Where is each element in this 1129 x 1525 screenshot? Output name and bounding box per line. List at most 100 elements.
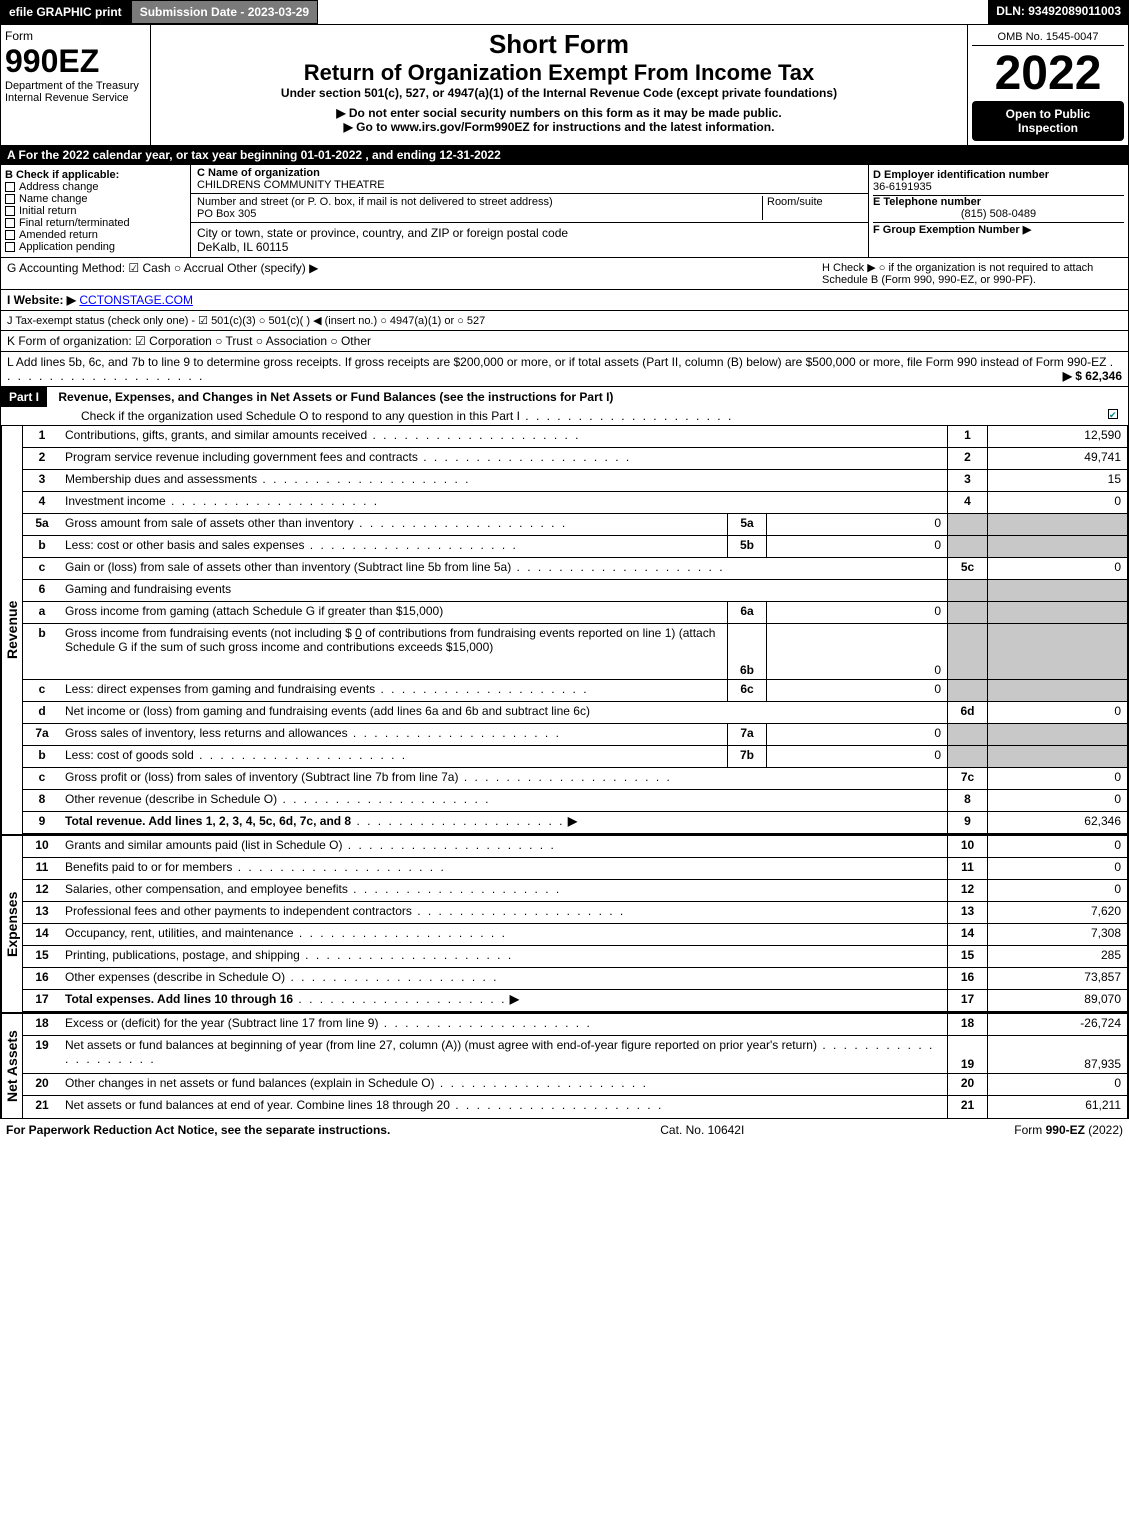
- part-i-label: Part I: [1, 387, 47, 407]
- line-g-h: G Accounting Method: ☑ Cash ○ Accrual Ot…: [0, 258, 1129, 290]
- line-6-valcol: [987, 580, 1127, 601]
- line-11: 11Benefits paid to or for members 110: [22, 858, 1128, 880]
- street-label: Number and street (or P. O. box, if mail…: [197, 196, 762, 208]
- line-13-val: 7,620: [987, 902, 1127, 923]
- line-5b-desc: Less: cost or other basis and sales expe…: [61, 536, 727, 557]
- net-assets-body: 18Excess or (deficit) for the year (Subt…: [22, 1014, 1128, 1118]
- page-footer: For Paperwork Reduction Act Notice, see …: [0, 1119, 1129, 1141]
- line-17-num: 17: [947, 990, 987, 1011]
- line-6b-contrib-amt: 0: [355, 626, 362, 640]
- line-6-desc: Gaming and fundraising events: [61, 580, 947, 601]
- expenses-body: 10Grants and similar amounts paid (list …: [22, 836, 1128, 1012]
- submission-date-button[interactable]: Submission Date - 2023-03-29: [131, 0, 318, 24]
- check-name-change[interactable]: Name change: [5, 193, 186, 205]
- info-grid: B Check if applicable: Address change Na…: [0, 165, 1129, 258]
- line-10-num: 10: [947, 836, 987, 857]
- line-12-val: 0: [987, 880, 1127, 901]
- line-6a: a Gross income from gaming (attach Sched…: [22, 602, 1128, 624]
- line-11-desc: Benefits paid to or for members: [61, 858, 947, 879]
- top-bar: efile GRAPHIC print Submission Date - 20…: [0, 0, 1129, 24]
- line-h-schedule-b: H Check ▶ ○ if the organization is not r…: [822, 261, 1122, 286]
- line-4-val: 0: [987, 492, 1127, 513]
- check-amended-return[interactable]: Amended return: [5, 229, 186, 241]
- header-center: Short Form Return of Organization Exempt…: [151, 25, 968, 145]
- line-14-val: 7,308: [987, 924, 1127, 945]
- line-6d: d Net income or (loss) from gaming and f…: [22, 702, 1128, 724]
- line-16-desc: Other expenses (describe in Schedule O): [61, 968, 947, 989]
- line-5b-numcol: [947, 536, 987, 557]
- line-15-val: 285: [987, 946, 1127, 967]
- website-link[interactable]: CCTONSTAGE.COM: [79, 293, 193, 307]
- line-6c-subval: 0: [767, 680, 947, 701]
- box-def: D Employer identification number 36-6191…: [868, 165, 1128, 257]
- line-13: 13Professional fees and other payments t…: [22, 902, 1128, 924]
- line-6a-subval: 0: [767, 602, 947, 623]
- line-19: 19Net assets or fund balances at beginni…: [22, 1036, 1128, 1074]
- subtitle: Under section 501(c), 527, or 4947(a)(1)…: [155, 86, 963, 100]
- box-c: C Name of organization CHILDRENS COMMUNI…: [191, 165, 868, 257]
- line-4-desc: Investment income: [61, 492, 947, 513]
- part-i-check-row: Check if the organization used Schedule …: [1, 407, 1128, 425]
- line-11-num: 11: [947, 858, 987, 879]
- check-application-pending[interactable]: Application pending: [5, 241, 186, 253]
- line-6c-numcol: [947, 680, 987, 701]
- line-5a-valcol: [987, 514, 1127, 535]
- line-14-num: 14: [947, 924, 987, 945]
- line-9: 9 Total revenue. Add lines 1, 2, 3, 4, 5…: [22, 812, 1128, 834]
- line-7c-val: 0: [987, 768, 1127, 789]
- accounting-method: G Accounting Method: ☑ Cash ○ Accrual Ot…: [7, 261, 822, 286]
- line-1: 1 Contributions, gifts, grants, and simi…: [22, 426, 1128, 448]
- line-18-num: 18: [947, 1014, 987, 1035]
- line-j-tax-exempt: J Tax-exempt status (check only one) - ☑…: [0, 311, 1129, 331]
- line-7a-sublabel: 7a: [727, 724, 767, 745]
- open-to-public: Open to Public Inspection: [972, 101, 1124, 141]
- form-number: 990EZ: [5, 43, 146, 80]
- goto-link[interactable]: ▶ Go to www.irs.gov/Form990EZ for instru…: [155, 120, 963, 134]
- part-i-checkbox[interactable]: [1108, 409, 1118, 419]
- line-21-num: 21: [947, 1096, 987, 1118]
- line-5c-val: 0: [987, 558, 1127, 579]
- line-18-val: -26,724: [987, 1014, 1127, 1035]
- line-17-val: 89,070: [987, 990, 1127, 1011]
- tax-year: 2022: [972, 46, 1124, 101]
- line-5b-sublabel: 5b: [727, 536, 767, 557]
- check-final-return[interactable]: Final return/terminated: [5, 217, 186, 229]
- line-7a-subval: 0: [767, 724, 947, 745]
- line-8: 8 Other revenue (describe in Schedule O)…: [22, 790, 1128, 812]
- line-12: 12Salaries, other compensation, and empl…: [22, 880, 1128, 902]
- line-6-numcol: [947, 580, 987, 601]
- line-6c: c Less: direct expenses from gaming and …: [22, 680, 1128, 702]
- city-value: DeKalb, IL 60115: [197, 240, 862, 254]
- expenses-group: Expenses 10Grants and similar amounts pa…: [0, 834, 1129, 1012]
- ein-value: 36-6191935: [873, 181, 1124, 196]
- line-6: 6 Gaming and fundraising events: [22, 580, 1128, 602]
- revenue-group: Revenue 1 Contributions, gifts, grants, …: [0, 426, 1129, 834]
- line-7b-numcol: [947, 746, 987, 767]
- line-5b-valcol: [987, 536, 1127, 557]
- line-6d-desc: Net income or (loss) from gaming and fun…: [61, 702, 947, 723]
- check-address-change[interactable]: Address change: [5, 181, 186, 193]
- telephone-value: (815) 508-0489: [873, 208, 1124, 223]
- line-1-val: 12,590: [987, 426, 1127, 447]
- line-8-desc: Other revenue (describe in Schedule O): [61, 790, 947, 811]
- line-9-desc: Total revenue. Add lines 1, 2, 3, 4, 5c,…: [61, 812, 947, 833]
- line-19-num: 19: [947, 1036, 987, 1073]
- line-7a-desc: Gross sales of inventory, less returns a…: [61, 724, 727, 745]
- line-15-num: 15: [947, 946, 987, 967]
- efile-print-button[interactable]: efile GRAPHIC print: [0, 0, 131, 24]
- line-10-val: 0: [987, 836, 1127, 857]
- telephone-label: E Telephone number: [873, 196, 1124, 208]
- check-initial-return[interactable]: Initial return: [5, 205, 186, 217]
- line-7c-num: 7c: [947, 768, 987, 789]
- line-6a-desc: Gross income from gaming (attach Schedul…: [61, 602, 727, 623]
- line-6c-desc: Less: direct expenses from gaming and fu…: [61, 680, 727, 701]
- line-21-desc: Net assets or fund balances at end of ye…: [61, 1096, 947, 1118]
- revenue-vertical-label: Revenue: [1, 426, 22, 834]
- line-8-val: 0: [987, 790, 1127, 811]
- irs-label: Internal Revenue Service: [5, 92, 146, 104]
- org-name-label: C Name of organization: [197, 167, 862, 179]
- line-4-num: 4: [947, 492, 987, 513]
- line-l-amount: ▶ $ 62,346: [1063, 369, 1122, 383]
- org-name-value: CHILDRENS COMMUNITY THEATRE: [197, 179, 862, 191]
- line-9-num: 9: [947, 812, 987, 833]
